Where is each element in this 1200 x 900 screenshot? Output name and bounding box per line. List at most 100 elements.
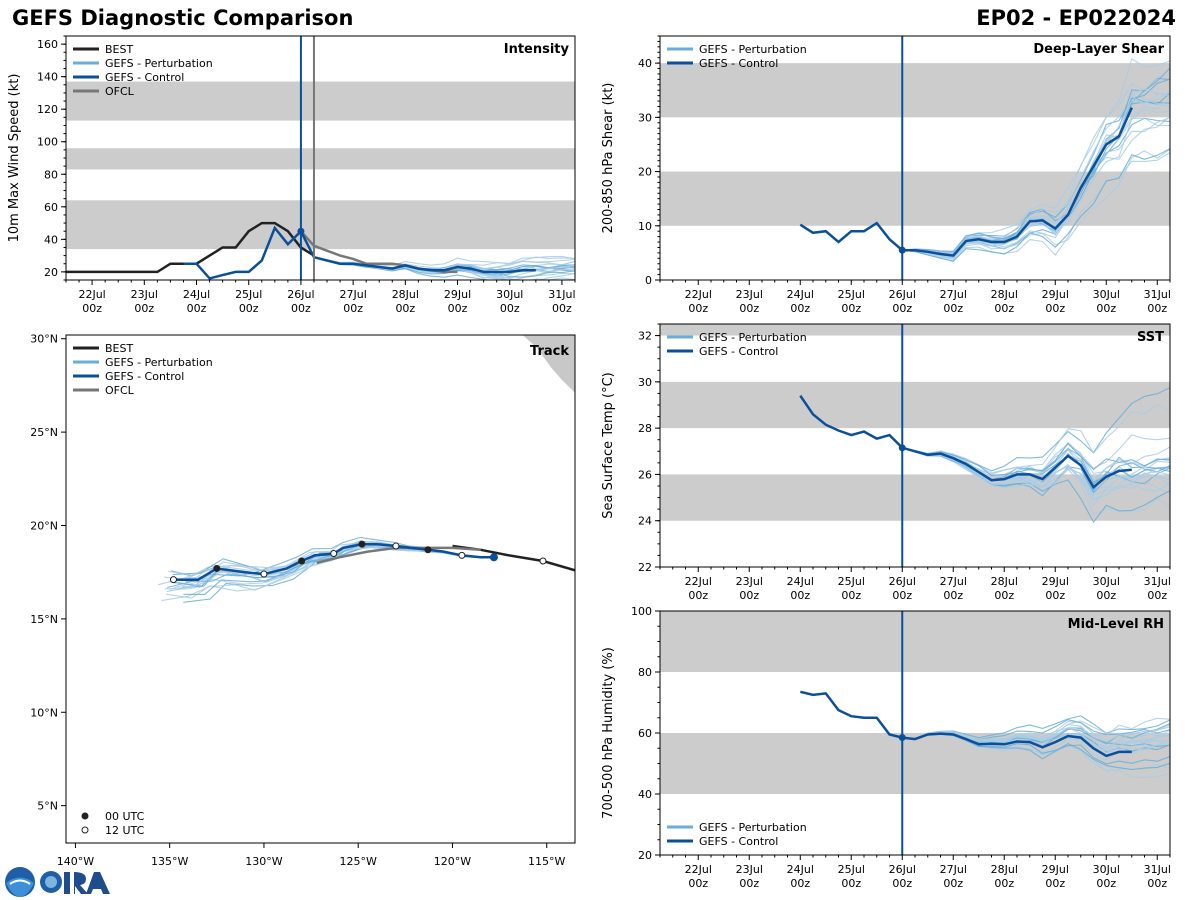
x-tick-label: 130°W (245, 855, 282, 868)
baja-coastline (522, 335, 575, 393)
y-tick-label: 32 (638, 330, 652, 343)
x-tick-label: 28Jul (991, 863, 1018, 876)
perturbation-member-line (902, 92, 1170, 255)
x-tick-label-hour: 00z (841, 877, 861, 890)
panel-track: 140°W 135°W 130°W 125°W 120°W 115°W 5°N 10°N 15°… (30, 333, 576, 868)
y-tick-label: 40 (638, 57, 652, 70)
x-tick-label-hour: 00z (892, 589, 912, 602)
y-tick-label: 25°N (30, 426, 58, 439)
x-tick-label: 23Jul (736, 863, 763, 876)
x-tick-label: 27Jul (940, 575, 967, 588)
panel-sst: 22Jul00z23Jul00z24Jul00z25Jul00z26Jul00z… (601, 323, 1171, 602)
x-tick-label-hour: 00z (841, 302, 861, 315)
y-tick-label: 100 (37, 136, 58, 149)
control-line (183, 225, 536, 280)
x-tick-label: 26Jul (889, 288, 916, 301)
legend-label: GEFS - Perturbation (105, 356, 213, 369)
init-point (898, 246, 906, 254)
x-tick-label-hour: 00z (739, 589, 759, 602)
marker-12utc (458, 551, 466, 559)
y-tick-label: 30 (638, 376, 652, 389)
marker-12utc (330, 550, 338, 558)
x-tick-label: 30Jul (1093, 288, 1120, 301)
perturbation-member-line (902, 88, 1170, 259)
x-tick-label: 31Jul (1144, 863, 1171, 876)
legend-marker-00 (81, 812, 89, 820)
x-tick-label: 27Jul (940, 863, 967, 876)
x-tick-label: 25Jul (235, 288, 262, 301)
x-tick-label: 24Jul (183, 288, 210, 301)
panel-title: Track (530, 344, 569, 359)
x-tick-label: 24Jul (787, 575, 814, 588)
legend-label: GEFS - Control (105, 71, 184, 84)
legend-label: 12 UTC (105, 824, 145, 837)
x-tick-label: 23Jul (736, 288, 763, 301)
control-line (800, 690, 1132, 758)
perturbation-member-line (902, 717, 1170, 742)
perturbation-member-line (300, 230, 575, 267)
x-tick-label-hour: 00z (994, 589, 1014, 602)
x-tick-label: 22Jul (78, 288, 105, 301)
x-tick-label: 30Jul (496, 288, 523, 301)
y-tick-label: 120 (37, 103, 58, 116)
y-tick-label: 5°N (37, 800, 58, 813)
legend-label: GEFS - Perturbation (699, 821, 807, 834)
threshold-band (660, 611, 1170, 672)
threshold-band (660, 324, 1170, 336)
legend-label: GEFS - Control (699, 345, 778, 358)
y-tick-label: 40 (44, 233, 58, 246)
x-tick-label-hour: 00z (552, 302, 572, 315)
y-tick-label: 10 (638, 220, 652, 233)
y-tick-label: 60 (638, 727, 652, 740)
x-tick-label-hour: 00z (1045, 877, 1065, 890)
y-tick-label: 28 (638, 422, 652, 435)
panel-title: Deep-Layer Shear (1033, 42, 1164, 57)
x-tick-label-hour: 00z (395, 302, 415, 315)
panel-title: SST (1137, 330, 1164, 345)
x-tick-label-hour: 00z (1096, 877, 1116, 890)
x-tick-label-hour: 00z (134, 302, 154, 315)
threshold-band (66, 148, 575, 170)
y-tick-label: 40 (638, 788, 652, 801)
legend-label: BEST (105, 342, 133, 355)
legend-label: OFCL (105, 85, 135, 98)
x-tick-label: 22Jul (685, 575, 712, 588)
x-tick-label: 135°W (151, 855, 188, 868)
threshold-band (660, 733, 1170, 794)
x-tick-label-hour: 00z (448, 302, 468, 315)
init-point (898, 734, 906, 742)
init-point (898, 444, 906, 452)
plot-area (660, 36, 1170, 280)
x-tick-label-hour: 00z (500, 302, 520, 315)
x-tick-label: 28Jul (991, 288, 1018, 301)
threshold-band (66, 200, 575, 250)
storm-id: EP02 - EP022024 (976, 6, 1176, 30)
x-tick-label-hour: 00z (790, 589, 810, 602)
logos (5, 867, 110, 897)
x-tick-label-hour: 00z (1147, 589, 1167, 602)
x-tick-label-hour: 00z (892, 877, 912, 890)
x-tick-label-hour: 00z (739, 877, 759, 890)
cira-logo-icon (40, 871, 110, 894)
x-tick-label: 28Jul (991, 575, 1018, 588)
x-tick-label: 29Jul (1042, 575, 1069, 588)
x-tick-label: 30Jul (1093, 575, 1120, 588)
panel-rh: 22Jul00z23Jul00z24Jul00z25Jul00z26Jul00z… (601, 605, 1171, 890)
marker-00utc (424, 546, 432, 554)
figure-title: GEFS Diagnostic Comparison (12, 6, 354, 30)
x-tick-label-hour: 00z (343, 302, 363, 315)
control-line (799, 107, 1133, 257)
control-init-point (489, 553, 498, 562)
x-tick-label: 25Jul (838, 575, 865, 588)
x-tick-label-hour: 00z (1096, 589, 1116, 602)
plot-area (660, 324, 1170, 567)
perturbation-member-line (902, 447, 1170, 496)
control-track-line (173, 542, 494, 581)
x-tick-label: 29Jul (1042, 863, 1069, 876)
y-tick-label: 20 (44, 266, 58, 279)
threshold-band (660, 63, 1170, 118)
x-tick-label-hour: 00z (1147, 302, 1167, 315)
y-tick-label: 140 (37, 71, 58, 84)
x-tick-label: 29Jul (1042, 288, 1069, 301)
